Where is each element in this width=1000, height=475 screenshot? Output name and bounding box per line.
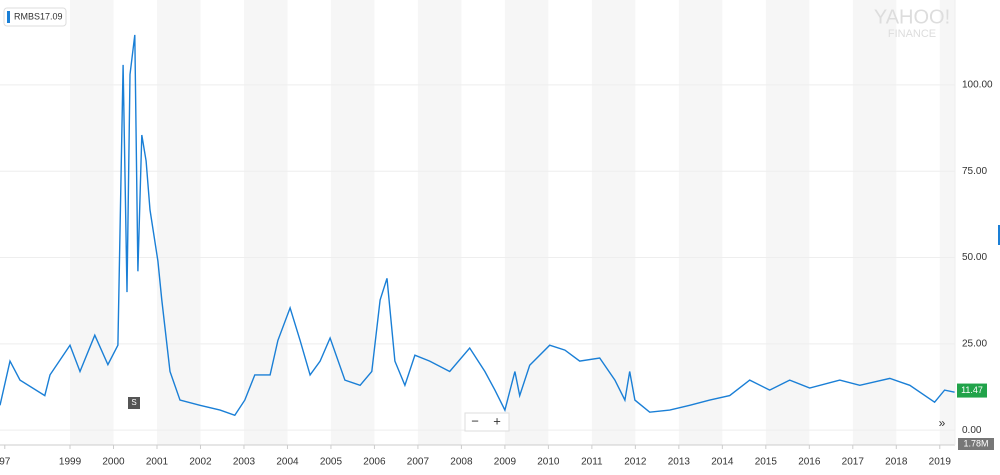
watermark: FINANCE: [888, 28, 936, 40]
x-tick-label: 1999: [59, 457, 82, 468]
year-band: [156, 0, 201, 445]
x-tick-label: 2012: [624, 457, 647, 468]
zoom-out[interactable]: −: [471, 413, 479, 428]
event-marker[interactable]: S: [131, 398, 136, 407]
year-band: [330, 0, 375, 445]
x-tick-label: 2014: [711, 457, 734, 468]
legend-swatch: [7, 11, 10, 23]
watermark: YAHOO!: [874, 6, 950, 28]
last-price-tag: [957, 383, 987, 398]
x-tick-label: 2010: [537, 457, 560, 468]
zoom-in[interactable]: +: [493, 413, 501, 428]
y-tick-label: 75.00: [962, 166, 987, 177]
x-tick-label: 2005: [320, 457, 343, 468]
x-tick-label: 2000: [102, 457, 125, 468]
x-tick-label: 2015: [755, 457, 778, 468]
x-tick-label: 2003: [233, 457, 256, 468]
last-price-label: 11.47: [961, 385, 983, 395]
x-tick-label: 2013: [668, 457, 691, 468]
x-tick-label: 2019: [929, 457, 952, 468]
year-band: [765, 0, 810, 445]
year-band: [852, 0, 897, 445]
legend-name: RMBS: [14, 11, 40, 21]
y-tick-label: 50.00: [962, 252, 987, 263]
y-tick-label: 100.00: [962, 80, 993, 91]
x-tick-label: 2001: [146, 457, 169, 468]
scroll-button[interactable]: »: [939, 416, 946, 430]
x-tick-label: 2002: [189, 457, 212, 468]
year-band: [591, 0, 636, 445]
volume-tag: [958, 438, 994, 450]
event-marker-box[interactable]: [128, 397, 140, 409]
background: [70, 0, 955, 445]
x-tick-label: 2008: [450, 457, 473, 468]
x-tick-label: 2009: [494, 457, 517, 468]
volume-label: 1.78M: [963, 438, 988, 448]
year-band: [939, 0, 955, 445]
x-tick-label: 2006: [363, 457, 386, 468]
year-band: [678, 0, 723, 445]
plot: 97 1999 2000 2001 2002 2003 2004 2005 2006 2007 20…: [0, 34, 994, 468]
x-tick-label: 97: [0, 457, 11, 468]
side-tab[interactable]: [998, 225, 1000, 245]
price-line: [0, 34, 955, 417]
x-tick-label: 2011: [581, 457, 603, 468]
year-band: [243, 0, 288, 445]
legend-value: 17.09: [40, 11, 63, 21]
y-tick-label: 0.00: [962, 425, 982, 436]
x-tick-label: 2004: [276, 457, 299, 468]
y-tick-label: 25.00: [962, 338, 987, 349]
legend-box: [3, 7, 67, 27]
zoom-box: [464, 412, 510, 432]
x-tick-label: 2007: [407, 457, 430, 468]
year-band: [70, 0, 114, 445]
x-tick-label: 2016: [798, 457, 821, 468]
year-band: [417, 0, 462, 445]
x-tick-label: 2017: [842, 457, 865, 468]
x-tick-label: 2018: [885, 457, 908, 468]
year-band: [504, 0, 549, 445]
